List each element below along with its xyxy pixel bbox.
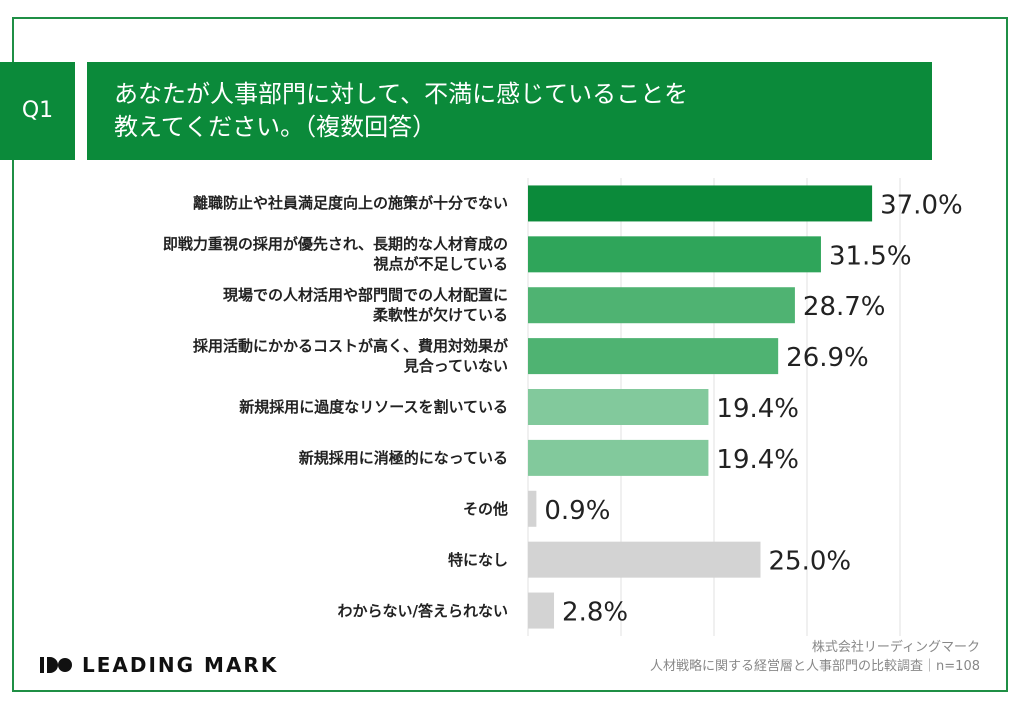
category-label: 新規採用に消極的になっている — [298, 448, 508, 467]
value-label: 37.0% — [880, 190, 963, 220]
value-label: 0.9% — [544, 496, 610, 526]
bar — [528, 338, 779, 375]
category-label: 離職防止や社員満足度向上の施策が十分でない — [192, 194, 508, 213]
logo-text: LEADING MARK — [82, 653, 278, 677]
value-label: 31.5% — [829, 241, 912, 271]
category-label: 即戦力重視の採用が優先され、長期的な人材育成の 視点が不足している — [162, 235, 508, 274]
value-label: 19.4% — [716, 394, 799, 424]
company: 株式会社リーディングマーク — [811, 640, 980, 655]
question-label: Q1 — [21, 98, 54, 123]
logo-icon — [40, 657, 72, 673]
value-label: 19.4% — [716, 445, 799, 475]
bar — [528, 236, 821, 273]
bar — [528, 287, 795, 324]
category-label: わからない/答えられない — [337, 601, 508, 620]
category-label: 特になし — [447, 550, 508, 569]
bar — [528, 541, 761, 578]
bar — [528, 439, 709, 476]
value-label: 26.9% — [786, 343, 869, 373]
bar — [528, 592, 555, 629]
bar — [528, 185, 873, 222]
bar — [528, 389, 709, 425]
bar — [528, 490, 537, 527]
value-label: 25.0% — [769, 547, 852, 577]
title: あなたが人事部門に対して、不満に感じていることを 教えてください。（複数回答） — [114, 80, 689, 141]
category-label: 現場での人材活用や部門間での人材配置に 柔軟性が欠けている — [222, 286, 508, 325]
source: 人材戦略に関する経営層と人事部門の比較調査｜n=108 — [650, 659, 980, 674]
frame — [12, 17, 1008, 692]
value-label: 2.8% — [562, 598, 628, 628]
category-label: 新規採用に過度なリソースを割いている — [239, 398, 508, 416]
category-label: その他 — [462, 499, 508, 518]
question-box — [0, 62, 75, 160]
category-label: 採用活動にかかるコストが高く、費用対効果が 見合っていない — [192, 337, 508, 376]
title-box — [87, 62, 932, 160]
value-label: 28.7% — [803, 292, 886, 322]
